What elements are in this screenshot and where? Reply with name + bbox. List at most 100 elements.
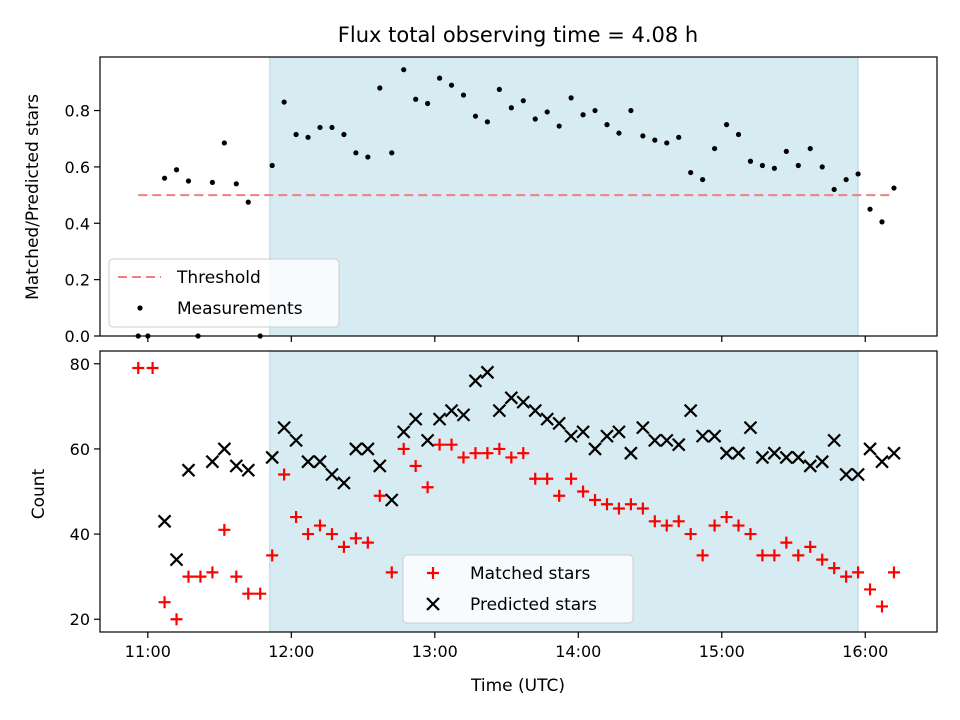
x-tick-label: 11:00 <box>125 642 171 661</box>
legend-matched-label: Matched stars <box>470 564 590 584</box>
predicted-stars-point <box>875 454 889 469</box>
measurement-point <box>389 150 395 156</box>
matched-stars-point <box>541 472 554 485</box>
matched-stars-point <box>314 519 327 532</box>
matched-stars-point <box>792 549 805 562</box>
matched-stars-point <box>361 536 374 549</box>
legend-measurement-swatch <box>137 305 143 311</box>
matched-stars-point <box>481 447 494 460</box>
bottom-y-axis-label: Count <box>29 468 49 519</box>
matched-stars-point <box>337 540 350 553</box>
matched-stars-point <box>875 600 888 613</box>
matched-stars-point <box>242 587 255 600</box>
measurement-point <box>747 158 754 164</box>
matched-stars-point <box>158 596 171 609</box>
measurement-point <box>819 164 825 170</box>
matched-stars-point <box>624 498 637 511</box>
predicted-stars-point <box>755 450 770 465</box>
matched-stars-point <box>290 511 303 524</box>
y-tick-label: 0.2 <box>65 271 90 290</box>
predicted-stars-point <box>181 463 196 477</box>
measurement-point <box>448 82 455 88</box>
measurement-point <box>831 186 837 193</box>
plot-frame <box>99 350 938 633</box>
matched-stars-point <box>887 566 900 579</box>
matched-stars-point <box>457 451 470 464</box>
predicted-stars-point <box>349 442 363 456</box>
measurement-point <box>879 219 885 225</box>
measurement-point <box>305 134 311 140</box>
predicted-stars-point <box>612 425 626 439</box>
measurement-point <box>843 176 849 183</box>
matched-stars-point <box>278 468 291 481</box>
predicted-stars-point <box>683 403 698 418</box>
matched-stars-point <box>445 438 458 451</box>
measurement-point <box>855 171 861 177</box>
y-tick-label: 0.6 <box>65 158 90 177</box>
measurement-point <box>652 137 658 143</box>
predicted-stars-point <box>241 463 256 477</box>
matched-stars-point <box>828 562 841 575</box>
measurement-point <box>544 109 550 115</box>
predicted-stars-point <box>803 459 818 473</box>
x-tick-label: 14:00 <box>555 642 601 661</box>
matched-stars-point <box>182 570 195 583</box>
measurement-point <box>735 131 742 138</box>
measurement-point <box>592 107 598 114</box>
predicted-stars-point <box>229 459 244 473</box>
legend-threshold-label: Threshold <box>176 268 261 288</box>
predicted-stars-point <box>827 433 841 448</box>
matched-stars-point <box>421 481 434 494</box>
predicted-stars-point <box>313 454 327 469</box>
matched-stars-point <box>720 511 733 524</box>
predicted-stars-point <box>301 454 315 469</box>
predicted-stars-point <box>743 420 758 435</box>
measurement-point <box>233 181 239 187</box>
y-tick-label: 40 <box>70 525 90 544</box>
matched-stars-point <box>194 570 207 583</box>
matched-stars-point <box>206 566 219 579</box>
matched-stars-point <box>780 536 793 549</box>
predicted-stars-point <box>659 433 674 448</box>
legend-predicted-label: Predicted stars <box>470 595 597 615</box>
predicted-stars-point <box>289 433 303 448</box>
measurement-point <box>221 140 227 146</box>
predicted-stars-point <box>265 450 279 465</box>
measurement-point <box>484 119 491 125</box>
matched-stars-point <box>732 519 745 532</box>
predicted-stars-point <box>695 429 710 443</box>
predicted-stars-point <box>504 391 519 405</box>
predicted-stars-point <box>325 467 339 482</box>
measurement-point <box>628 107 634 114</box>
predicted-stars-point <box>205 454 220 469</box>
predicted-stars-point <box>169 552 184 567</box>
matched-stars-point <box>517 447 530 460</box>
matched-stars-point <box>589 494 602 507</box>
matched-stars-point <box>302 528 315 541</box>
predicted-stars-point <box>600 429 614 443</box>
measurement-point <box>269 162 275 169</box>
matched-stars-point <box>804 540 817 553</box>
matched-stars-point <box>672 515 685 528</box>
matched-stars-point <box>146 362 159 375</box>
matched-stars-point <box>529 472 542 485</box>
measurement-point <box>604 122 610 128</box>
predicted-stars-point <box>444 403 459 418</box>
matched-stars-point <box>349 532 362 545</box>
matched-stars-point <box>505 451 518 464</box>
y-tick-label: 0.8 <box>65 102 90 121</box>
measurement-point <box>460 92 467 98</box>
predicted-stars-point <box>624 446 638 460</box>
legend-predicted-swatch <box>426 597 440 611</box>
top-y-axis-label: Matched/Predicted stars <box>23 94 43 300</box>
predicted-stars-point <box>337 476 351 490</box>
measurement-point <box>688 169 694 176</box>
measurement-point <box>783 148 789 155</box>
predicted-stars-point <box>396 425 411 439</box>
matched-stars-point <box>409 459 422 472</box>
matched-stars-point <box>565 472 578 485</box>
matched-stars-point <box>254 587 267 600</box>
measurement-point <box>891 185 897 191</box>
measurement-point <box>209 179 215 186</box>
